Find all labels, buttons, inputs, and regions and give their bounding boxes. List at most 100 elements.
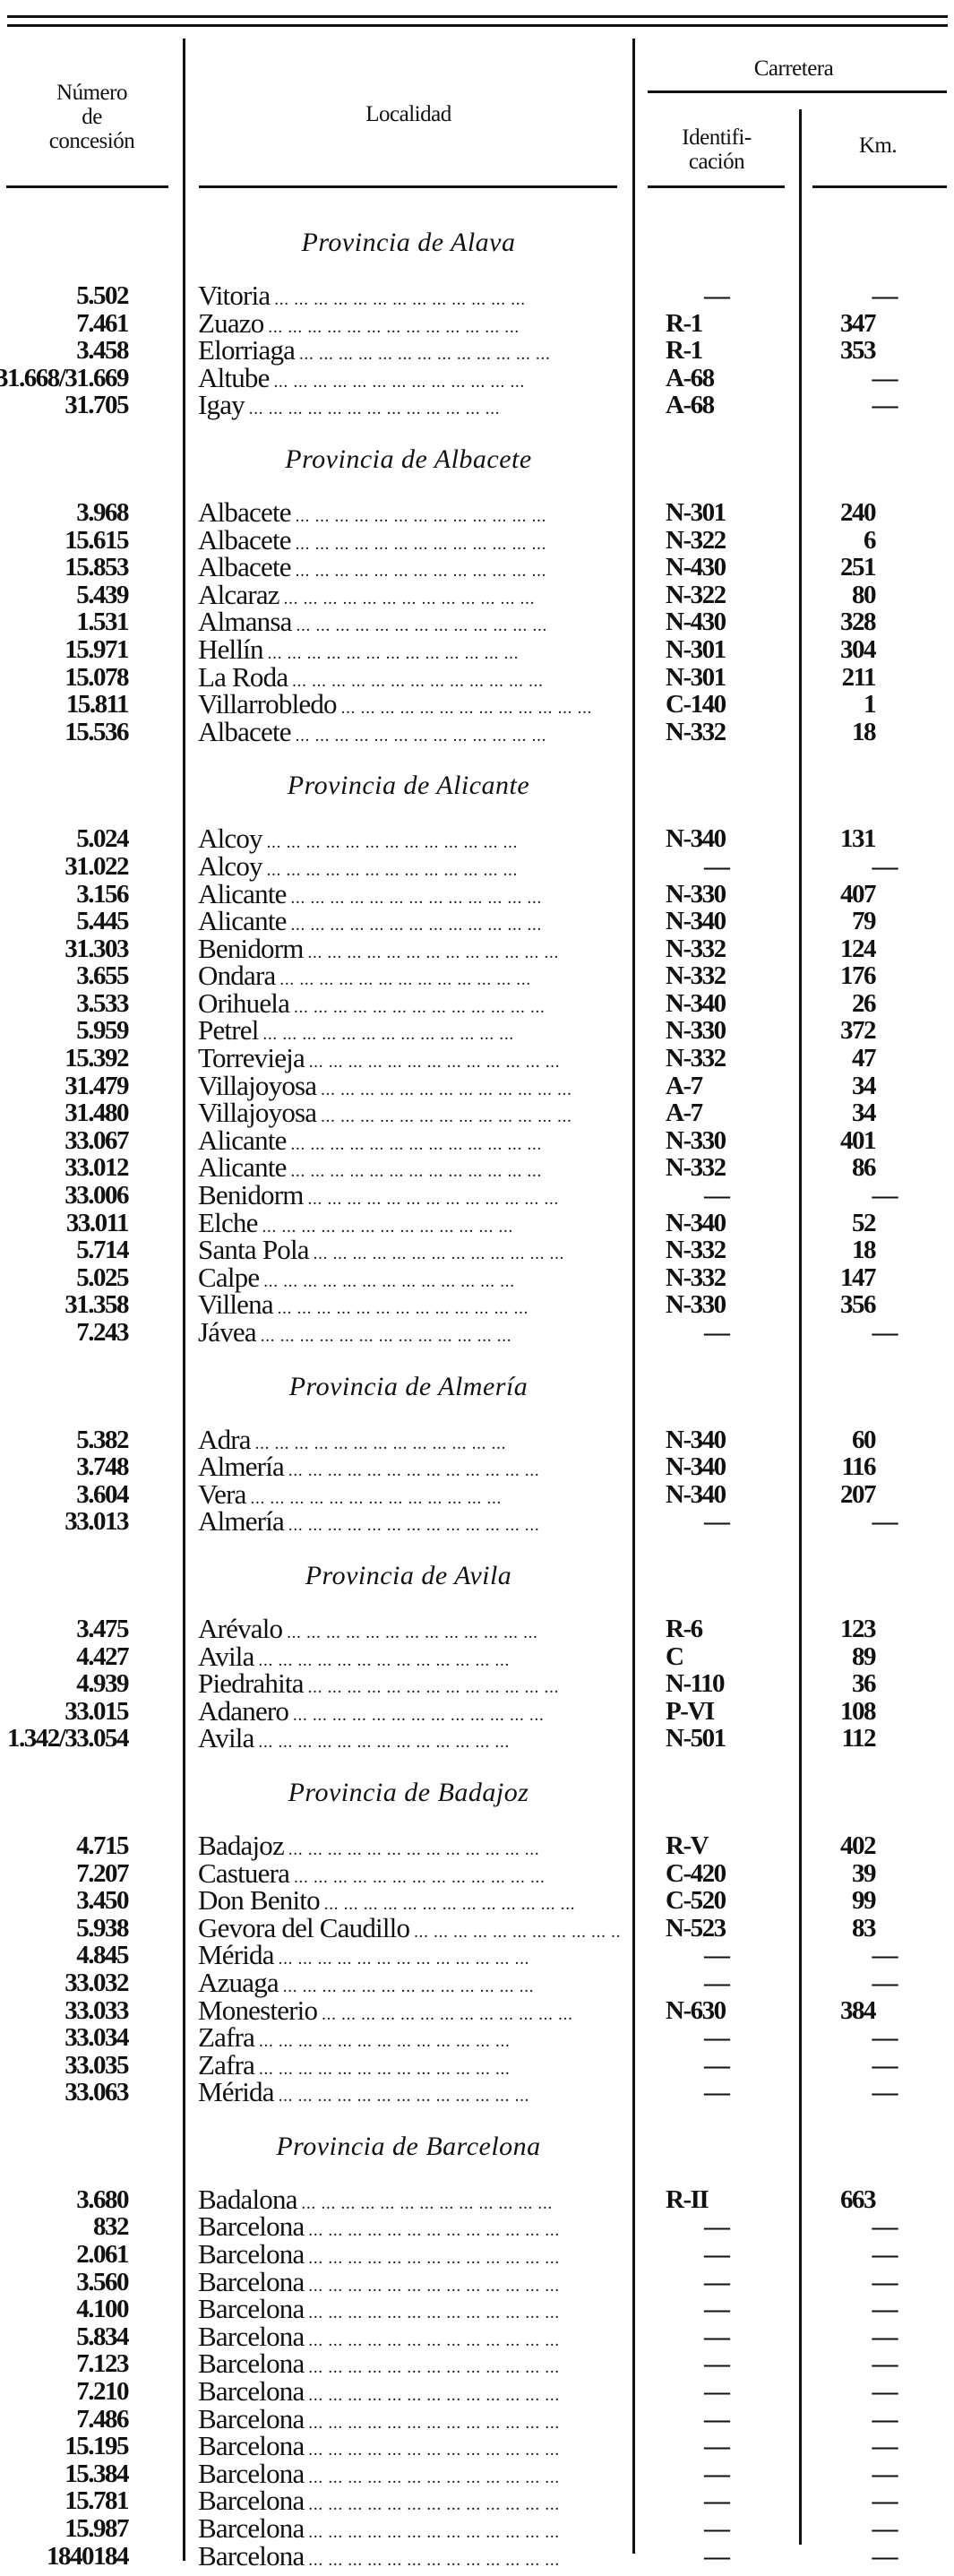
road-km: 34	[852, 1071, 877, 1100]
road-identification: A-68	[666, 391, 715, 420]
concession-number: 5.025	[76, 1262, 129, 1292]
road-km: —	[872, 2459, 898, 2488]
concession-number: 33.012	[64, 1153, 129, 1183]
road-identification: A-7	[666, 1098, 703, 1128]
header-numero-line: concesión	[48, 129, 135, 153]
road-km: 211	[841, 662, 877, 692]
concession-number: 4.715	[76, 1831, 129, 1860]
road-identification: A-7	[666, 1071, 703, 1100]
locality: Barcelona	[198, 2487, 621, 2521]
road-km: —	[872, 2514, 898, 2543]
road-km: —	[872, 2349, 898, 2379]
locality: Arévalo	[198, 1615, 621, 1650]
concession-number: 4.939	[76, 1669, 129, 1699]
concession-number: 1.531	[76, 607, 129, 637]
road-km: —	[872, 1507, 898, 1537]
road-identification: N-330	[666, 879, 726, 909]
locality: Vitoria	[198, 282, 621, 316]
road-km: 124	[840, 934, 877, 963]
concession-number: 5.502	[76, 281, 129, 310]
road-identification: R-II	[666, 2184, 709, 2214]
concession-number: 2.061	[76, 2240, 129, 2270]
road-km: —	[872, 2486, 898, 2516]
province-heading: Provincia de Avila	[0, 1536, 954, 1615]
locality: Barcelona	[198, 2296, 621, 2330]
road-km: 147	[840, 1262, 877, 1292]
road-km: 123	[840, 1614, 877, 1643]
concession-number: 15.853	[64, 553, 129, 582]
locality: Benidorm	[198, 935, 621, 969]
concession-number: 15.987	[64, 2514, 129, 2543]
concession-number: 33.032	[64, 1968, 129, 1997]
road-km: 384	[840, 1995, 877, 2025]
concession-number: 7.461	[76, 308, 129, 338]
road-identification: —	[704, 281, 730, 310]
header-km: Km.	[858, 134, 898, 158]
concession-number: 3.968	[76, 497, 129, 527]
road-identification: N-340	[666, 824, 726, 854]
road-identification: N-332	[666, 1044, 726, 1073]
locality: Don Benito	[198, 1887, 621, 1921]
locality: Alicante	[198, 1154, 621, 1188]
header-localidad: Localidad	[365, 102, 451, 126]
concession-number: 5.382	[76, 1425, 129, 1454]
header-numero: Número de concesión	[0, 81, 184, 153]
carretera-rule	[648, 90, 947, 93]
locality: Barcelona	[198, 2241, 621, 2275]
concession-number: 3.533	[76, 988, 129, 1018]
concession-number: 15.078	[64, 662, 129, 692]
road-km: —	[872, 2078, 898, 2107]
locality: Calpe	[198, 1264, 621, 1298]
road-km: 401	[840, 1125, 877, 1155]
road-identification: —	[704, 2541, 730, 2571]
locality: Avila	[198, 1643, 621, 1677]
header-carretera: Carretera	[753, 56, 834, 81]
header-bottom-rule-localidad	[199, 185, 617, 188]
concession-number: 31.303	[64, 934, 129, 963]
concession-number: 31.479	[64, 1071, 129, 1100]
locality: Elche	[198, 1210, 621, 1244]
locality: Barcelona	[198, 2213, 621, 2247]
locality: Zuazo	[198, 310, 621, 344]
concession-number: 5.938	[76, 1913, 129, 1943]
locality: Hellín	[198, 636, 621, 670]
road-km: —	[872, 2295, 898, 2324]
concession-number: 15.195	[64, 2432, 129, 2461]
road-identification: N-330	[666, 1125, 726, 1155]
road-identification: N-332	[666, 1236, 726, 1265]
column-divider-3	[799, 109, 802, 2545]
road-identification: N-322	[666, 580, 726, 609]
concession-number: 33.006	[64, 1181, 129, 1210]
concession-number: 33.013	[64, 1507, 129, 1537]
road-identification: —	[704, 1968, 730, 1997]
concession-number: 3.604	[76, 1479, 129, 1509]
road-km: 356	[840, 1290, 877, 1320]
road-km: 39	[852, 1858, 877, 1888]
road-km: 176	[840, 961, 877, 991]
road-km: 99	[852, 1886, 877, 1916]
province-title: Provincia de Albacete	[285, 444, 532, 474]
concession-number: 33.063	[64, 2078, 129, 2107]
road-identification: N-340	[666, 1425, 726, 1454]
concession-number: 4.427	[76, 1641, 129, 1671]
locality: Azuaga	[198, 1969, 621, 2003]
road-identification: N-501	[666, 1724, 726, 1753]
province-heading: Provincia de Badajoz	[0, 1753, 954, 1832]
road-km: 407	[840, 879, 877, 909]
table-row: 4.427AvilaC89	[0, 1641, 954, 1671]
locality: Alicante	[198, 1127, 621, 1161]
locality: Adanero	[198, 1698, 621, 1732]
